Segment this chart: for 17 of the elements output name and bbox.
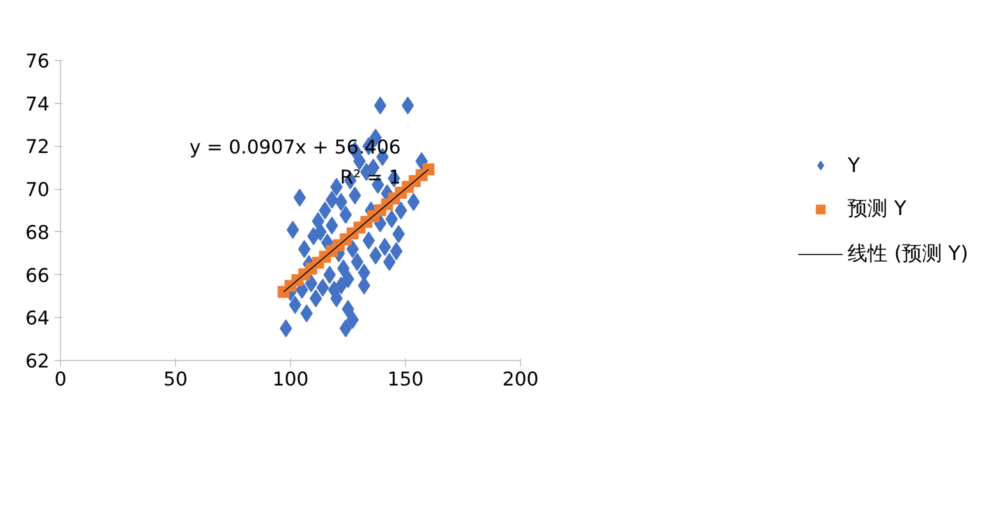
y-tick-label: 76 — [25, 50, 50, 72]
legend-label: 线性 (预测 Y) — [848, 240, 968, 267]
legend-label: Y — [848, 153, 861, 177]
x-tick-label: 50 — [163, 368, 188, 390]
y-tick-label: 74 — [25, 93, 50, 116]
point — [422, 163, 434, 176]
legend-label: 预测 Y — [848, 195, 906, 222]
x-tick-label: 0 — [54, 368, 67, 390]
y-tick-label: 64 — [25, 308, 50, 330]
x-tick-label: 100 — [272, 368, 309, 390]
x-tick-label: 150 — [387, 368, 424, 390]
y-tick-label: 72 — [25, 136, 50, 158]
y-tick-label: 70 — [25, 179, 50, 202]
y-tick-label: 66 — [25, 264, 50, 287]
y-tick-label: 62 — [25, 350, 50, 372]
x-tick-label: 200 — [502, 368, 539, 390]
y-tick-label: 68 — [25, 222, 50, 244]
